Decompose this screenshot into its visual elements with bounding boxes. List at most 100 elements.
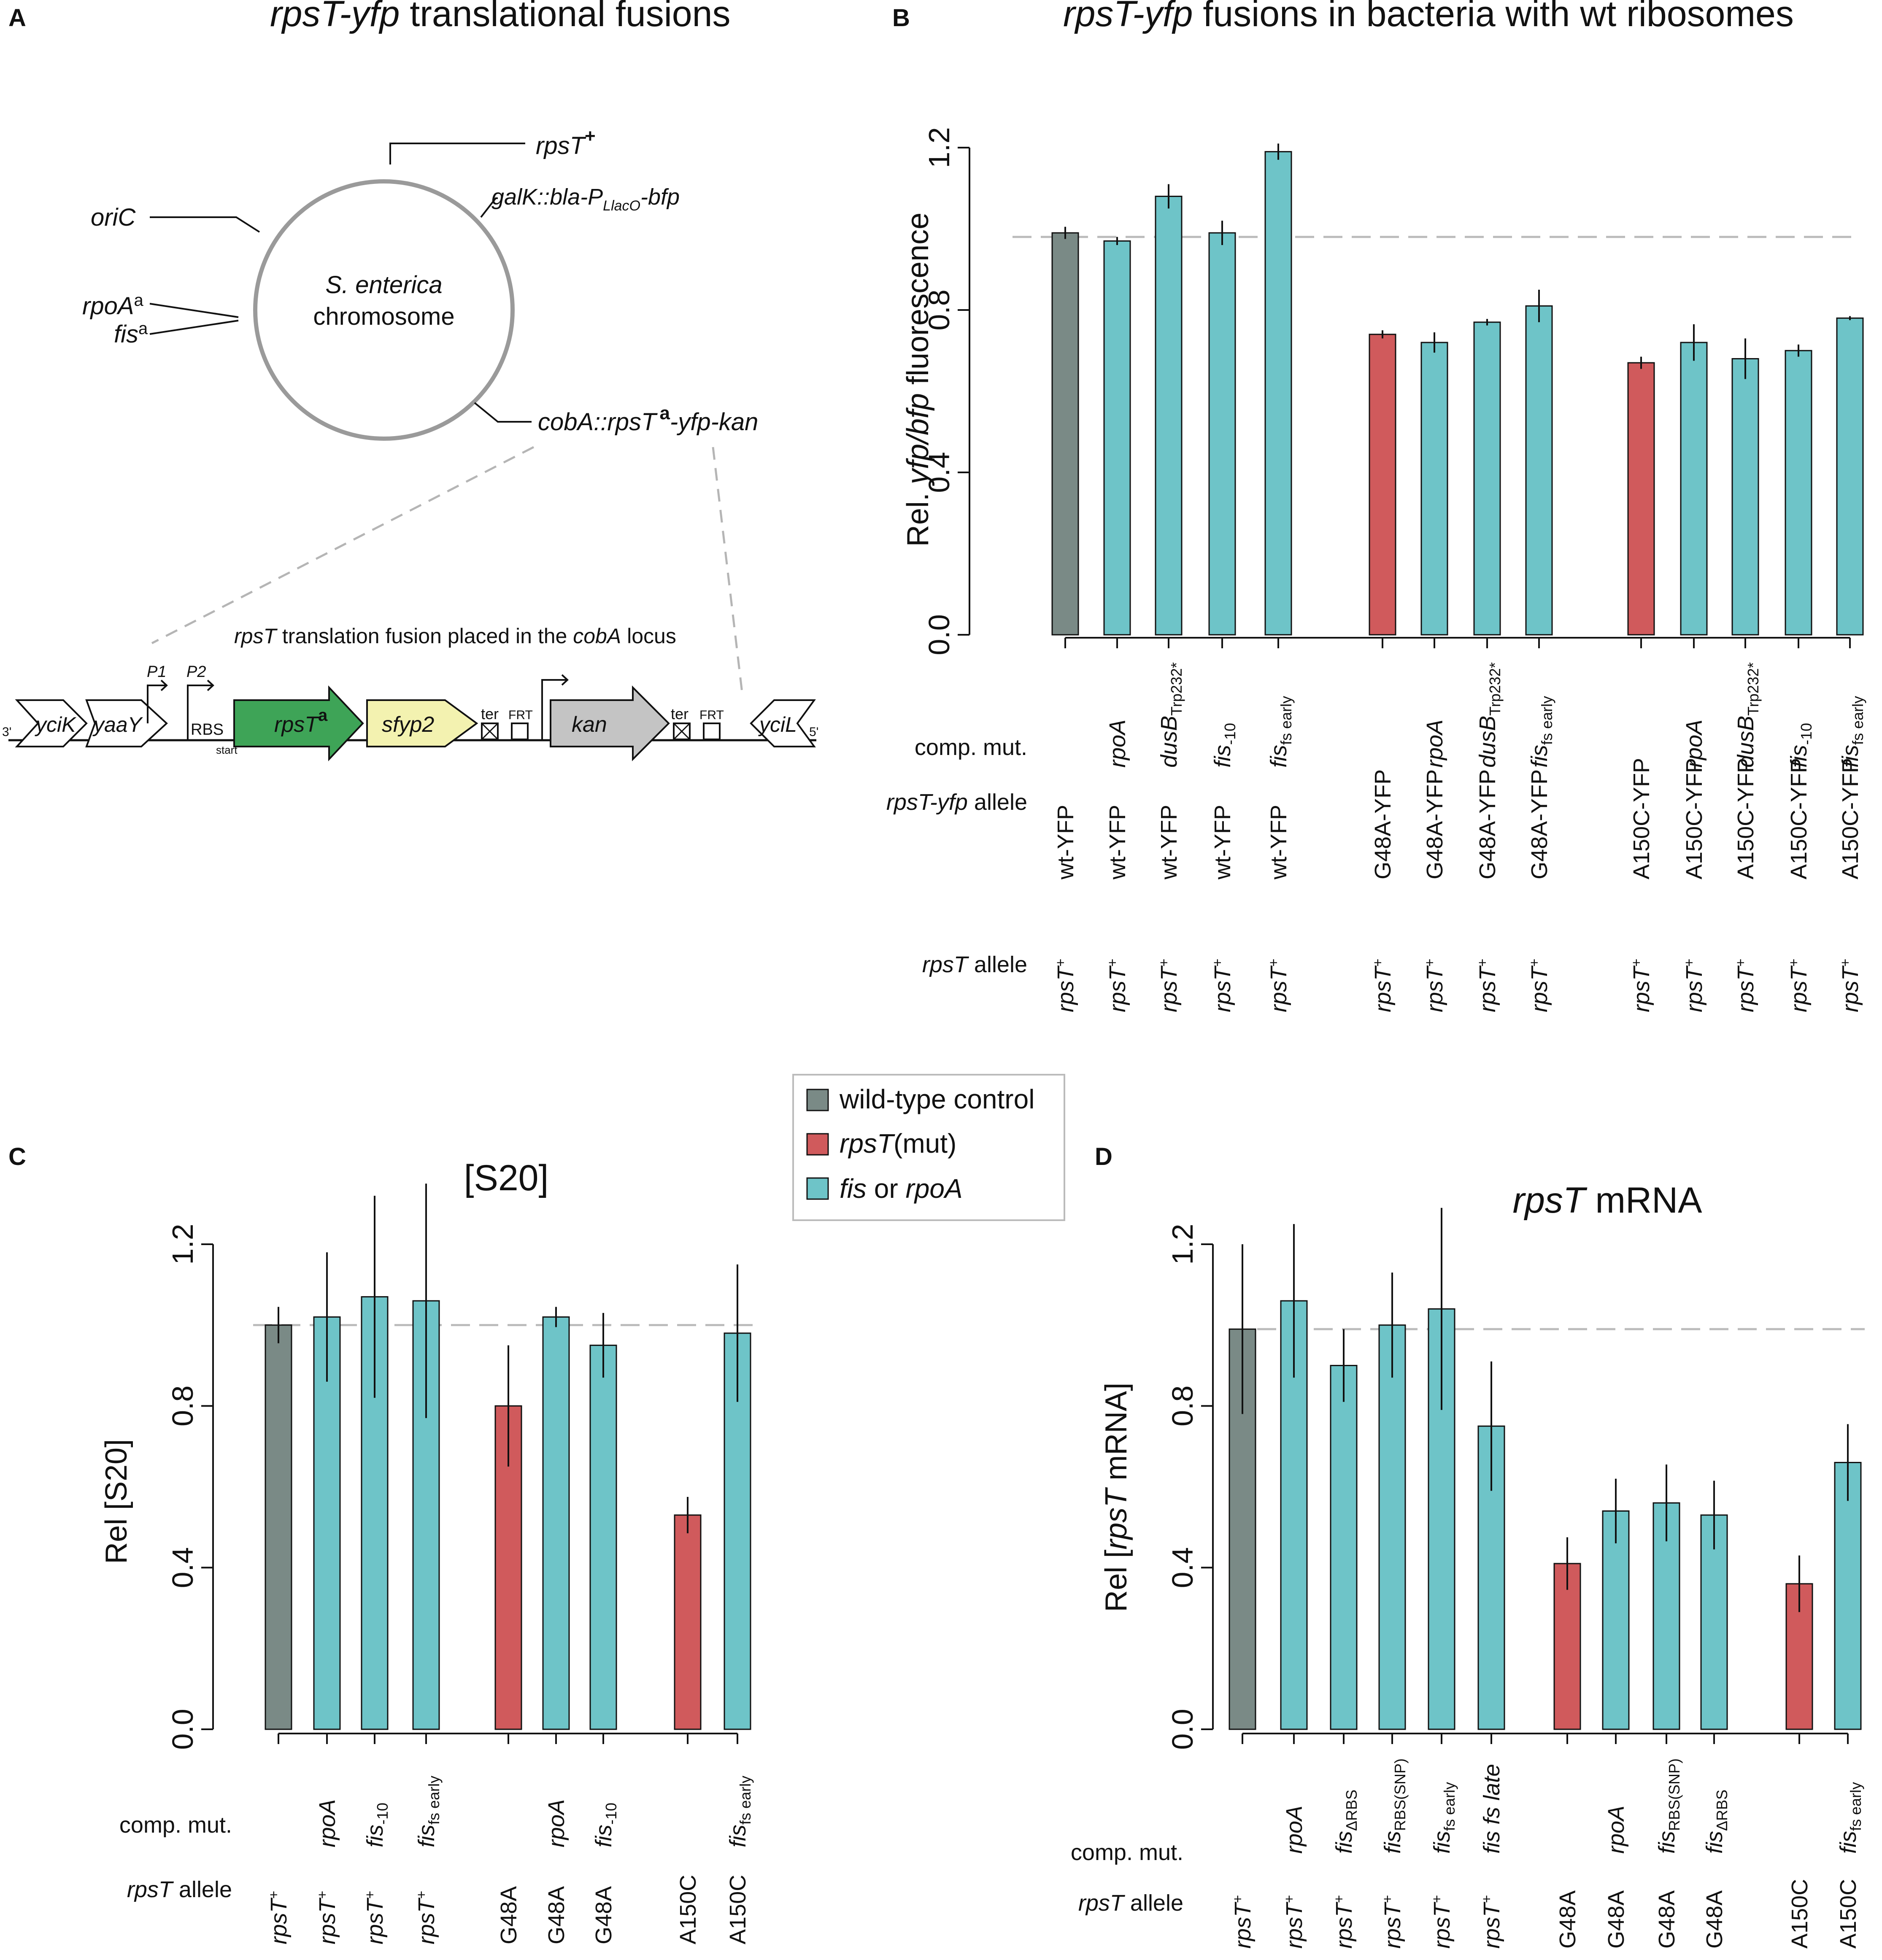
FRT-box-1 xyxy=(511,723,529,740)
panel-b-title-italic: rpsT-yfp xyxy=(1063,0,1193,34)
rpsT-allele-label-gene: rpsT xyxy=(1053,965,1078,1012)
y-tick-label: 0.0 xyxy=(166,1709,199,1750)
galK-label: galK::bla-PLlacO-bfp xyxy=(491,184,680,214)
rpsT-allele-label-gene: rpsT xyxy=(266,1897,292,1944)
panel-d-ylabel: Rel [rpsT mRNA] xyxy=(1099,1383,1133,1612)
yfp-allele-label: A150C-YFP xyxy=(1838,758,1863,879)
locus-caption-mid: translation fusion placed in the xyxy=(276,624,573,648)
chromosome-label: chromosome xyxy=(313,303,454,330)
rpsT-allele-label-gene: rpsT xyxy=(1331,1901,1357,1949)
comp-mut-label-gene: fis xyxy=(1702,1831,1727,1854)
locus-caption-end: locus xyxy=(621,624,676,648)
rpsT-allele-label: rpsT+ xyxy=(1281,1895,1307,1949)
rpsT-allele-label: rpsT+ xyxy=(1837,959,1863,1012)
rpsT-allele-label: rpsT+ xyxy=(1429,1895,1455,1949)
bar-wt xyxy=(265,1324,292,1730)
comp-mut-label-sub: fs early xyxy=(1441,1782,1458,1831)
row-label-comp: comp. mut. xyxy=(915,735,1027,760)
terminator-cross-2b xyxy=(673,723,691,740)
yaaY-label: yaaY xyxy=(92,713,143,736)
rpsT-allele-label-gene: rpsT xyxy=(1370,965,1396,1012)
panel-d-title: rpsT mRNA xyxy=(1512,1180,1702,1221)
fis-leader-line xyxy=(149,320,239,335)
panel-b-letter: B xyxy=(892,4,910,32)
rpsT-allele-label-value: A150C xyxy=(725,1875,751,1944)
rpsT-allele-label-gene: rpsT xyxy=(1422,965,1447,1012)
comp-mut-label-post: fs late xyxy=(1479,1764,1504,1831)
bar-comp xyxy=(1420,342,1448,636)
comp-mut-label-gene: fis xyxy=(725,1825,751,1847)
panel-b-title-rest: fusions in bacteria with wt ribosomes xyxy=(1193,0,1793,34)
panel-d-title-rest: mRNA xyxy=(1585,1180,1702,1221)
legend-label-mut-gene: rpsT xyxy=(840,1128,895,1159)
rpsT-allele-label-gene: rpsT xyxy=(1105,965,1130,1012)
rpsT-allele-label: A150C xyxy=(1787,1879,1812,1949)
comp-mut-label: rpoA xyxy=(1682,720,1707,768)
legend-box xyxy=(792,1074,1065,1221)
rpsT-allele-label-sup: + xyxy=(1266,959,1281,967)
bar-comp xyxy=(542,1316,570,1730)
rpsT-allele-label-value: G48A xyxy=(1604,1890,1629,1949)
rpsT-allele-label-value: G48A xyxy=(496,1886,521,1944)
rpsT-allele-label: G48A xyxy=(1654,1890,1679,1949)
rpsT-allele-label-sup: + xyxy=(1628,959,1644,967)
sfyp2-gene-arrow xyxy=(366,699,478,747)
galK-text: galK xyxy=(491,184,538,210)
bar-comp xyxy=(1785,350,1812,636)
rpsT-allele-label-gene: rpsT xyxy=(1475,965,1500,1012)
bar-comp xyxy=(1473,321,1501,636)
cobA-sup: a xyxy=(659,403,670,423)
yaaY-arrow xyxy=(85,699,168,747)
P1-promoter xyxy=(147,685,167,723)
panel-d-letter: D xyxy=(1095,1143,1112,1170)
rpsT-allele-label-gene: rpsT xyxy=(1786,965,1812,1012)
comp-mut-label-gene: rpoA xyxy=(1604,1806,1629,1854)
rpsT-allele-label: G48A xyxy=(1604,1890,1629,1949)
P2-label: P2 xyxy=(186,663,206,681)
rpsT-allele-label-gene: rpsT xyxy=(1527,965,1552,1012)
rpsT-allele-label: rpsT+ xyxy=(1053,959,1078,1012)
legend: wild-type control rpsT(mut) fis or rpoA xyxy=(792,1074,1065,1221)
galK-bfp-text: -bfp xyxy=(640,184,680,210)
comp-mut-label: fisfs early xyxy=(1836,1782,1864,1854)
ter-label-2: ter xyxy=(671,705,689,723)
fis-sup: a xyxy=(138,319,148,338)
legend-label-comp-fis: fis xyxy=(840,1173,867,1204)
row-label-rpsT-allele: rpsT allele xyxy=(127,1877,232,1902)
comp-mut-label-sub: Trp232* xyxy=(1744,662,1762,716)
panel-c-plot: 0.00.40.81.2rpsT+rpoArpsT+fis-10rpsT+fis… xyxy=(119,1184,755,1944)
comp-mut-label-gene: rpoA xyxy=(1682,720,1707,768)
row-label-rpsT-rest: allele xyxy=(1124,1890,1183,1916)
rpsT-allele-label-sup: + xyxy=(1210,959,1225,967)
y-tick-label: 0.0 xyxy=(923,614,956,655)
yfp-allele-label: G48A-YFP xyxy=(1422,769,1447,879)
rpsT-allele-label: rpsT+ xyxy=(1156,959,1182,1012)
cobA-rpsT-text: ::rpsT xyxy=(594,408,658,436)
rpsT-allele-label-sup: + xyxy=(362,1891,378,1899)
rpsT-allele-label: rpsT+ xyxy=(1474,959,1500,1012)
rpsT-allele-label-sup: + xyxy=(1837,959,1853,967)
comp-mut-label: fisfs early xyxy=(1429,1782,1458,1854)
rpoA-label: rpoAa xyxy=(82,291,144,320)
panel-c-title: [S20] xyxy=(464,1158,549,1198)
oriC-label: oriC xyxy=(91,204,136,231)
legend-label-comp-rpoA: rpoA xyxy=(905,1173,962,1204)
comp-mut-label: fis fs late xyxy=(1479,1764,1504,1854)
panel-b-ylabel-post: fluorescence xyxy=(901,213,935,393)
rpsT-allele-label-value: G48A xyxy=(1702,1890,1727,1949)
y-tick-label: 0.8 xyxy=(166,1386,199,1426)
bar-comp xyxy=(1330,1365,1358,1730)
rpsT-allele-label-gene: rpsT xyxy=(1429,1901,1455,1949)
bar-comp xyxy=(1731,358,1759,636)
locus-caption: rpsT translation fusion placed in the co… xyxy=(234,624,676,648)
rpsT-plus-text: rpsT xyxy=(536,132,586,159)
panel-d-ylabel-post: mRNA] xyxy=(1099,1383,1133,1489)
comp-mut-label: rpoA xyxy=(1422,720,1447,768)
bar-mut xyxy=(1627,362,1655,636)
kan-gene-label: kan xyxy=(572,712,607,737)
rpsT-allele-label-gene: rpsT xyxy=(1838,965,1863,1012)
panel-b-ylabel-pre: Rel. xyxy=(901,484,935,547)
comp-mut-label-gene: fis xyxy=(362,1825,388,1847)
comp-mut-label-sub: -10 xyxy=(1221,723,1239,745)
